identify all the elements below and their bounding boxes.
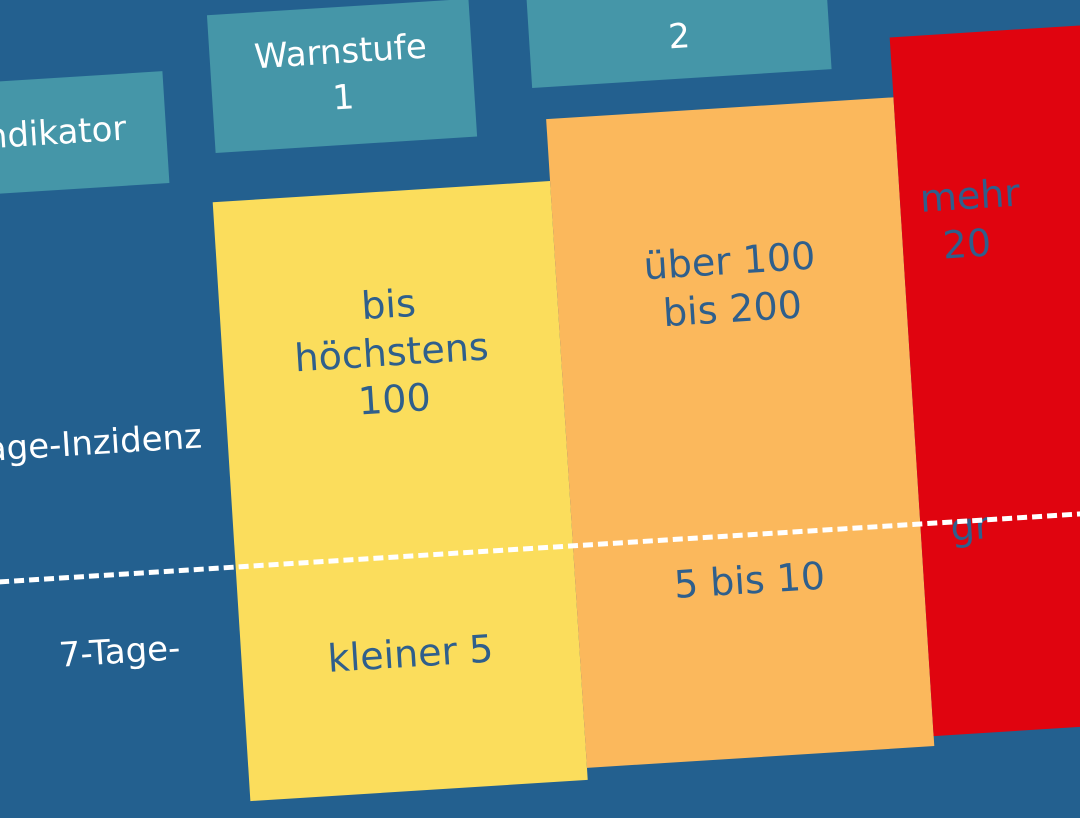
level2-incidence-value: über 100 bis 200 <box>554 227 907 344</box>
level1-column: bis höchstens 100 kleiner 5 <box>212 181 588 802</box>
row-label-second-indicator: 7-Tage- <box>58 628 182 676</box>
level2-second-indicator-value: 5 bis 10 <box>672 553 827 608</box>
header-level1-title: Warnstufe <box>253 26 428 78</box>
level3-incidence-line1: mehr <box>918 170 1022 221</box>
header-level1-number: 1 <box>331 77 356 119</box>
level1-second-indicator-value: kleiner 5 <box>326 626 495 681</box>
header-warning-level-1: Warnstufe 1 <box>206 0 478 153</box>
level2-column: über 100 bis 200 5 bis 10 <box>546 97 935 768</box>
row2-label-line1: 7-Tage- <box>57 628 182 676</box>
level1-incidence-value: bis höchstens 100 <box>218 271 564 434</box>
level3-incidence-value: mehr 20 <box>918 160 1080 271</box>
row-label-incidence: age-Inzidenz <box>0 416 204 470</box>
header-indicator: ndikator <box>0 71 170 197</box>
header-level2-number: 2 <box>667 16 692 58</box>
header-warning-level-2: 2 <box>524 0 832 88</box>
header-indicator-label: ndikator <box>0 108 128 158</box>
